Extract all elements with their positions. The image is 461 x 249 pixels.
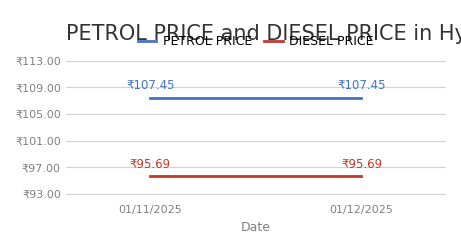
PETROL PRICE — [359, 96, 364, 99]
X-axis label: Date: Date — [241, 221, 271, 234]
PETROL PRICE — [148, 96, 153, 99]
DIESEL PRICE — [359, 175, 364, 178]
Legend: PETROL PRICE, DIESEL PRICE: PETROL PRICE, DIESEL PRICE — [133, 30, 379, 53]
Text: ₹107.45: ₹107.45 — [337, 79, 386, 92]
Text: ₹95.69: ₹95.69 — [341, 158, 382, 171]
Text: ₹95.69: ₹95.69 — [130, 158, 171, 171]
Text: PETROL PRICE and DIESEL PRICE in Hyderabad: PETROL PRICE and DIESEL PRICE in Hyderab… — [66, 24, 461, 44]
Text: ₹107.45: ₹107.45 — [126, 79, 175, 92]
DIESEL PRICE — [148, 175, 153, 178]
